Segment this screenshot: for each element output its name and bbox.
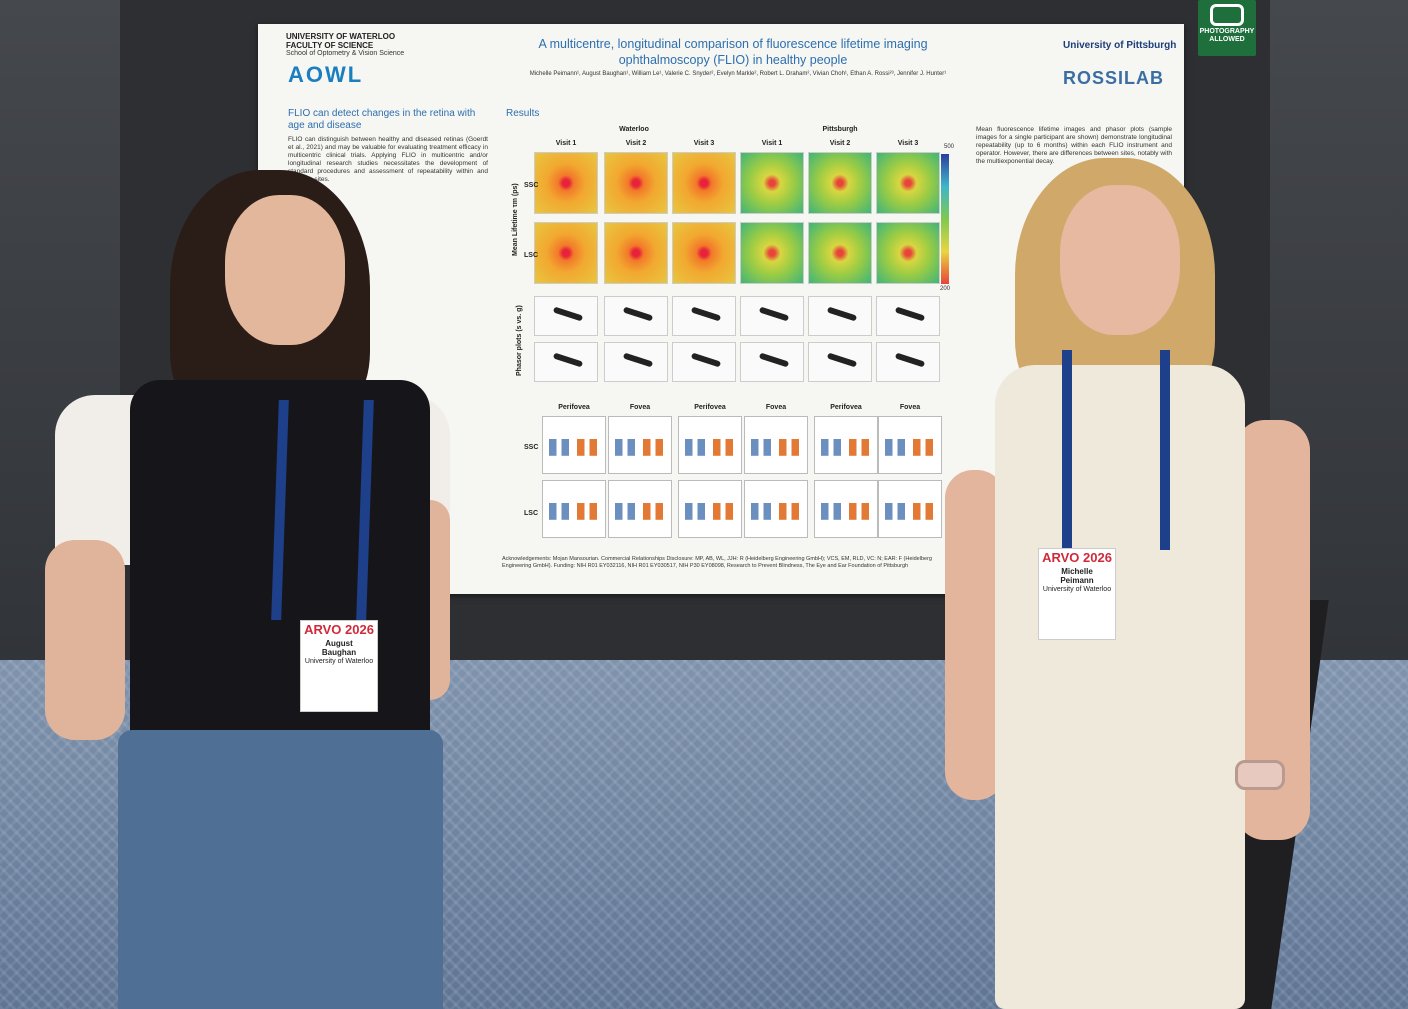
boxplot-region-header: Fovea [899,404,921,411]
boxplot-lsc [678,480,742,538]
badge-left: ARVO 2026 August Baughan University of W… [300,620,378,712]
phasor-plot-ssc [604,296,668,336]
boxplot-ssc [744,416,808,474]
lifetime-image-ssc [808,152,872,214]
person-left-lanyard [271,400,374,620]
boxplot-lsc [608,480,672,538]
results-heading: Results [506,108,540,119]
person-left-face [225,195,345,345]
lifetime-image-ssc [604,152,668,214]
phasor-plot-lsc [534,342,598,382]
lifetime-image-lsc [604,222,668,284]
visit-header: Visit 2 [829,140,851,147]
boxplot-lsc [814,480,878,538]
aowl-logo: AOWL [288,62,364,87]
boxplot-lsc [542,480,606,538]
phasor-plot-lsc [604,342,668,382]
intro-text: FLIO can distinguish between healthy and… [288,136,488,183]
boxplot-ssc [678,416,742,474]
badge-right-last-name: Peimann [1060,576,1094,585]
channel-label-ssc: SSC [524,182,539,189]
visit-header: Visit 3 [693,140,715,147]
visit-header: Visit 3 [897,140,919,147]
lifetime-image-lsc [876,222,940,284]
boxplot-ssc [608,416,672,474]
boxplot-region-header: Perifovea [830,404,862,411]
phasor-plot-lsc [740,342,804,382]
acknowledgements: Acknowledgements: Mojan Mansourian. Comm… [502,556,932,569]
visit-header: Visit 2 [625,140,647,147]
intro-heading: FLIO can detect changes in the retina wi… [288,108,476,131]
boxplot-region-header: Fovea [629,404,651,411]
boxplot-ssc [542,416,606,474]
pitt-logo: University of Pittsburgh [1063,40,1177,51]
person-right-lanyard [1062,350,1170,550]
boxplot-lsc [878,480,942,538]
uw-name: UNIVERSITY OF WATERLOO [286,32,396,41]
group-pittsburgh: Pittsburgh [822,126,858,133]
colorbar-min: 200 [940,286,951,292]
person-left-vest [130,380,430,770]
lifetime-image-ssc [876,152,940,214]
colorbar [941,154,949,284]
group-waterloo: Waterloo [619,126,649,133]
intro-section: FLIO can detect changes in the retina wi… [288,108,488,184]
boxplot-region-header: Perifovea [558,404,590,411]
badge-left-first-name: August [325,639,353,648]
lifetime-image-lsc [534,222,598,284]
phasor-plot-ssc [740,296,804,336]
lifetime-image-ssc [672,152,736,214]
person-right-face [1060,185,1180,335]
rosslab-logo: ROSSILAB [1063,68,1165,88]
boxplot-region-header: Perifovea [694,404,726,411]
badge-right-event: ARVO 2026 [1042,550,1112,565]
results-summary: Mean fluorescence lifetime images and ph… [976,126,1172,165]
lifetime-image-ssc [740,152,804,214]
badge-right-first-name: Michelle [1061,567,1093,576]
phasor-plot-ssc [534,296,598,336]
lifetime-image-lsc [808,222,872,284]
badge-right-org: University of Waterloo [1042,586,1112,593]
boxplot-ssc [814,416,878,474]
badge-right: ARVO 2026 Michelle Peimann University of… [1038,548,1116,640]
badge-left-org: University of Waterloo [304,658,374,665]
channel-label-lsc: LSC [524,252,538,259]
uw-logo: UNIVERSITY OF WATERLOO FACULTY OF SCIENC… [286,32,486,58]
row-label-phasor: Phasor plots (s vs. g) [516,305,523,376]
phasor-plot-lsc [808,342,872,382]
phasor-plot-lsc [876,342,940,382]
photography-sign: PHOTOGRAPHY ALLOWED [1198,0,1256,56]
badge-left-last-name: Baughan [321,648,357,657]
wristwatch [1235,760,1285,790]
visit-header: Visit 1 [761,140,783,147]
sign-text: PHOTOGRAPHY ALLOWED [1199,28,1255,43]
uw-faculty: FACULTY OF SCIENCE [286,41,374,50]
poster-authors: Michelle Peimann¹, August Baughan¹, Will… [529,71,947,77]
poster-title: A multicentre, longitudinal comparison o… [538,37,928,67]
badge-left-event: ARVO 2026 [304,622,374,637]
phasor-plot-lsc [672,342,736,382]
person-right-jumpsuit [995,365,1245,1009]
phasor-plot-ssc [876,296,940,336]
phasor-plot-ssc [808,296,872,336]
camera-icon [1210,4,1244,26]
phasor-plot-ssc [672,296,736,336]
channel-label-ssc-box: SSC [524,444,539,451]
uw-school: School of Optometry & Vision Science [286,50,405,57]
boxplot-ssc [878,416,942,474]
lifetime-image-lsc [672,222,736,284]
channel-label-lsc-box: LSC [524,510,538,517]
person-left-arm [45,540,125,740]
row-label-mean: Mean Lifetime τm (ps) [512,183,519,256]
person-left-jeans [118,730,443,1009]
visit-header: Visit 1 [555,140,577,147]
boxplot-region-header: Fovea [765,404,787,411]
boxplot-lsc [744,480,808,538]
lifetime-image-ssc [534,152,598,214]
colorbar-max: 500 [944,144,955,150]
lifetime-image-lsc [740,222,804,284]
